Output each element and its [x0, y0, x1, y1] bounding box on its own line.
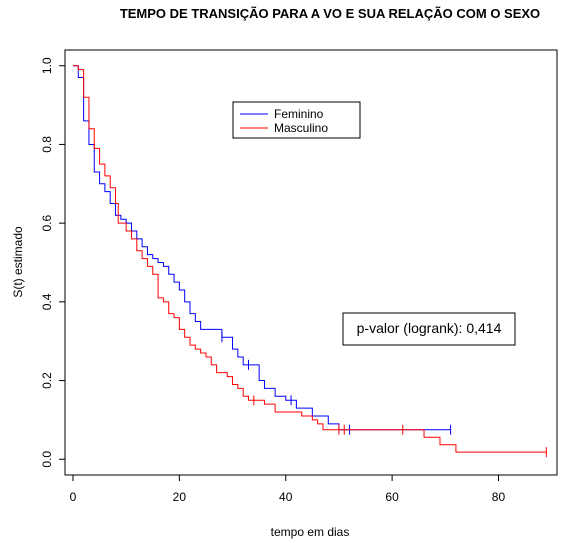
x-tick-label: 20	[173, 490, 187, 504]
annotation-box	[342, 312, 516, 346]
y-tick-label: 0.2	[40, 372, 54, 389]
y-tick-label: 0.6	[40, 214, 54, 231]
y-axis-label: S(t) estimado	[11, 226, 25, 298]
x-tick-label: 80	[492, 490, 506, 504]
x-tick-label: 0	[70, 490, 77, 504]
y-tick-label: 1.0	[40, 57, 54, 74]
legend-box	[232, 101, 361, 139]
y-tick-label: 0.8	[40, 136, 54, 153]
plot-frame	[64, 49, 558, 476]
legend-label: Masculino	[274, 121, 328, 135]
survival-curve	[72, 65, 547, 453]
annotation: p-valor (logrank): 0,414	[357, 320, 502, 336]
y-tick-label: 0.0	[40, 451, 54, 468]
legend-label: Feminino	[274, 107, 324, 121]
chart-title: TEMPO DE TRANSIÇÃO PARA A VO E SUA RELAÇ…	[120, 6, 540, 21]
survival-curve	[72, 65, 451, 431]
x-tick-label: 60	[385, 490, 399, 504]
x-tick-label: 40	[279, 490, 293, 504]
y-tick-label: 0.4	[40, 293, 54, 310]
x-axis-label: tempo em dias	[271, 525, 350, 539]
